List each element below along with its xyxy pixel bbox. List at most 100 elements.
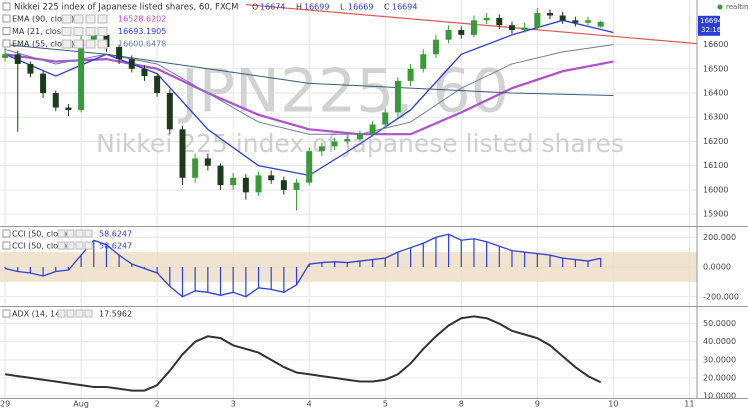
legend-button [75, 229, 84, 238]
candle-body [432, 39, 439, 55]
candle-body [407, 68, 414, 81]
legend-checkbox [2, 229, 11, 238]
x-tick-label: 10 [608, 400, 618, 409]
candle-body [40, 73, 47, 94]
band [0, 252, 697, 282]
legend-button [61, 14, 72, 24]
legend-value: 16528.6202 [118, 15, 166, 24]
legend-button [61, 27, 72, 36]
legend-label: MA (21, close) [12, 27, 69, 36]
legend-button [84, 229, 93, 238]
legend-label: EMA (90, close) [12, 15, 74, 24]
x-tick-label: 9 [535, 400, 540, 409]
ohlc-value: 16674 [260, 3, 285, 12]
candle-body [521, 27, 528, 31]
candle-body [445, 30, 452, 40]
series-line [4, 315, 602, 392]
candle-body [192, 158, 199, 178]
legend-checkbox [2, 241, 11, 250]
price-tag [698, 15, 720, 36]
legend-value: 16693.1905 [118, 27, 166, 36]
status: realtime [726, 3, 748, 11]
candle-body [331, 141, 338, 147]
watermark: JPN225, 60 [177, 57, 509, 127]
legend-button [85, 39, 96, 49]
x-tick-label: 5 [383, 400, 388, 409]
ohlc-value: 16694 [392, 3, 417, 12]
candle-body [534, 13, 541, 28]
candle-body [116, 46, 123, 60]
candle-body [597, 21, 604, 27]
candle-body [585, 20, 592, 23]
y-tick-label: 20.0000 [703, 373, 736, 382]
candle-body [559, 15, 566, 21]
legend-label: EMA (55, close) [12, 40, 74, 49]
legend-button [73, 39, 84, 49]
legend-button [84, 241, 93, 250]
y-tick-label: 10.0000 [703, 392, 736, 401]
candle-body [90, 34, 97, 40]
ohlc-letter: C [384, 3, 390, 12]
y-tick-label: 15900 [703, 210, 728, 219]
y-tick-label: 16400 [703, 89, 728, 98]
legend-checkbox [2, 39, 11, 48]
candle-body [356, 134, 363, 140]
legend-value: 17.5962 [99, 310, 132, 319]
candle-body [458, 30, 465, 35]
legend-checkbox [2, 27, 11, 35]
y-tick-label: 16600 [703, 40, 728, 49]
legend-button [73, 27, 84, 36]
candle-body [420, 54, 427, 69]
y-tick-label: 50.0000 [703, 319, 736, 328]
x-tick-label: 29 [0, 400, 10, 409]
legend-checkbox [2, 14, 11, 23]
x-tick-label: Aug [73, 400, 89, 409]
plot-area [4, 315, 602, 392]
indicator-line [4, 53, 614, 136]
candle-body [293, 182, 300, 190]
legend-button [85, 14, 96, 24]
candle-body [179, 129, 186, 178]
candle-body [154, 76, 161, 94]
y-tick-label: 200.000 [703, 233, 736, 242]
candle-body [280, 180, 287, 190]
ohlc-letter: O [252, 3, 258, 12]
candle-body [78, 39, 85, 110]
candle-body [496, 17, 503, 26]
legend-button [97, 14, 108, 24]
legend-button [57, 229, 66, 238]
plot-area [0, 233, 697, 298]
candle-body [14, 54, 21, 64]
candle-body [369, 124, 376, 135]
series-line [4, 233, 601, 298]
candle-body [268, 175, 275, 181]
legend-checkbox [2, 309, 11, 318]
plot-area: JPN225, 60 Nikkei 225 index of Japanese l… [2, 4, 697, 211]
candle-body [508, 25, 515, 31]
legend-button [75, 309, 84, 318]
y-tick-label: 16500 [703, 64, 728, 73]
candle-body [204, 158, 211, 166]
price-tag-value: 16694 [700, 17, 723, 25]
ohlc-letter: L [340, 3, 345, 12]
legend-value: 58.6247 [99, 242, 132, 251]
chart-title: Nikkei 225 index of Japanese listed shar… [14, 3, 238, 13]
candle-body [65, 107, 72, 110]
status-dot [717, 4, 723, 10]
legend-button [97, 27, 108, 36]
candle-body [546, 13, 553, 16]
y-tick-label: -200.000 [703, 292, 739, 301]
candle-body [318, 146, 325, 152]
countdown: 32:16 [701, 26, 722, 34]
candle-body [27, 63, 34, 74]
legend-button [73, 14, 84, 24]
candle-body [141, 68, 148, 77]
legend-label: CCI (50, close) [12, 242, 70, 251]
legend-button [85, 27, 96, 36]
candle-body [2, 54, 9, 58]
legend-button [66, 309, 75, 318]
candle-body [394, 80, 401, 113]
legend-button [57, 241, 66, 250]
legend-button [66, 229, 75, 238]
